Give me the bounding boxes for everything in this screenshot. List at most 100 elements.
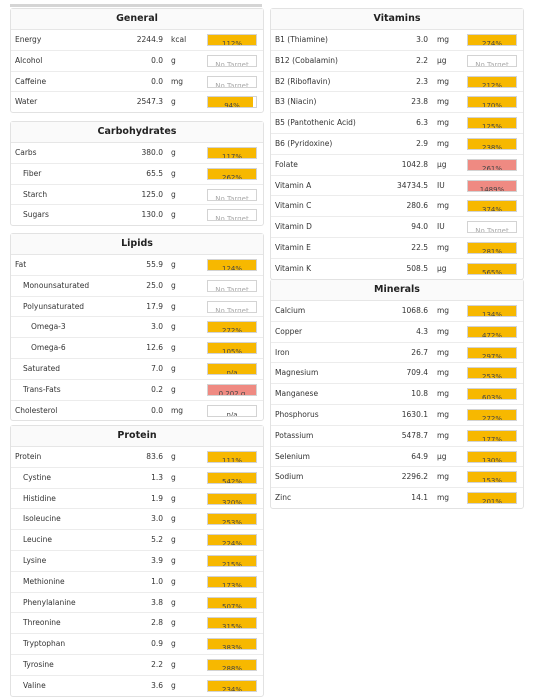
target-progress-fill [468,180,516,191]
target-progress-fill [468,97,516,108]
nutrient-name: Vitamin D [275,222,312,232]
nutrient-name: Omega-6 [31,343,66,353]
nutrient-row-potassium[interactable]: Potassium 5478.7 mg 177% [271,426,523,447]
target-progress-bar: No Target [207,188,257,201]
nutrient-row-fiber[interactable]: Fiber 65.5 g 262% [11,164,263,185]
target-percent-label: 0.202 g [218,389,246,396]
nutrient-row-fat[interactable]: Fat 55.9 g 124% [11,255,263,276]
nutrient-unit: mg [437,306,450,315]
nutrient-row-cholesterol[interactable]: Cholesterol 0.0 mg n/a [11,401,263,421]
nutrient-amount: 5.2 [151,535,163,545]
nutrient-row-polyunsaturated[interactable]: Polyunsaturated 17.9 g No Target [11,297,263,318]
nutrient-unit: g [171,680,176,690]
nutrient-row-vitamin-c[interactable]: Vitamin C 280.6 mg 374% [271,196,523,218]
nutrient-amount: 2.3 [416,76,428,86]
nutrient-row-threonine[interactable]: Threonine 2.8 g 315% [11,613,263,635]
nutrient-row-leucine[interactable]: Leucine 5.2 g 224% [11,530,263,551]
nutrient-row-iron[interactable]: Iron 26.7 mg 297% [271,343,523,364]
target-progress-fill [468,263,516,274]
nutrient-row-tryptophan[interactable]: Tryptophan 0.9 g 383% [11,634,263,655]
target-progress-bar: 507% [207,596,257,609]
target-progress-fill [468,326,516,337]
nutrient-unit: µg [437,159,447,169]
nutrient-row-trans-fats[interactable]: Trans-Fats 0.2 g 0.202 g [11,380,263,401]
target-progress-fill [208,639,256,650]
nutrient-unit: g [171,597,176,607]
target-progress-fill [468,118,516,129]
nutrient-row-vitamin-d[interactable]: Vitamin D 94.0 IU No Target [271,217,523,238]
nutrient-row-sugars[interactable]: Sugars 130.0 g No Target [11,205,263,225]
nutrient-row-folate[interactable]: Folate 1042.8 µg 261% [271,155,523,176]
nutrient-row-calcium[interactable]: Calcium 1068.6 mg 134% [271,301,523,322]
nutrient-row-methionine[interactable]: Methionine 1.0 g 173% [11,572,263,593]
nutrient-row-lysine[interactable]: Lysine 3.9 g 215% [11,551,263,572]
nutrient-row-omega-6[interactable]: Omega-6 12.6 g 105% [11,338,263,359]
nutrient-row-phenylalanine[interactable]: Phenylalanine 3.8 g 507% [11,593,263,614]
nutrient-amount: 3.8 [151,597,163,607]
nutrient-amount: 1.0 [151,576,163,586]
nutrient-row-saturated[interactable]: Saturated 7.0 g n/a [11,359,263,380]
target-progress-bar: 315% [207,617,257,630]
nutrient-row-monounsaturated[interactable]: Monounsaturated 25.0 g No Target [11,276,263,297]
nutrient-row-magnesium[interactable]: Magnesium 709.4 mg 253% [271,363,523,385]
nutrient-row-selenium[interactable]: Selenium 64.9 µg 130% [271,447,523,468]
nutrient-row-vitamin-a[interactable]: Vitamin A 34734.5 IU 1489% [271,176,523,197]
nutrient-row-energy[interactable]: Energy 2244.9 kcal 112% [11,30,263,51]
nutrient-row-zinc[interactable]: Zinc 14.1 mg 201% [271,488,523,508]
nutrient-row-sodium[interactable]: Sodium 2296.2 mg 153% [271,467,523,489]
nutrient-name: Methionine [23,576,65,586]
nutrient-row-alcohol[interactable]: Alcohol 0.0 g No Target [11,51,263,72]
nutrient-unit: g [171,659,176,669]
target-progress-bar: No Target [467,54,517,67]
nutrient-amount: 2.9 [416,138,428,148]
nutrient-unit: g [171,363,176,373]
nutrient-amount: 709.4 [406,368,428,378]
target-percent-label: 603% [481,394,502,401]
nutrient-row-isoleucine[interactable]: Isoleucine 3.0 g 253% [11,509,263,531]
nutrient-name: Monounsaturated [23,280,90,290]
target-progress-bar: 320% [207,492,257,505]
target-progress-bar: 253% [467,367,517,380]
nutrient-unit: mg [171,405,184,415]
nutrient-name: Protein [15,452,42,461]
nutrient-row-phosphorus[interactable]: Phosphorus 1630.1 mg 272% [271,405,523,426]
nutrient-row-vitamin-e[interactable]: Vitamin E 22.5 mg 281% [271,238,523,259]
nutrient-row-copper[interactable]: Copper 4.3 mg 472% [271,322,523,343]
nutrient-name: Trans-Fats [23,384,61,394]
target-progress-fill [208,452,256,462]
target-percent-label: n/a [226,368,238,375]
nutrient-amount: 1630.1 [401,409,428,419]
nutrient-row-tyrosine[interactable]: Tyrosine 2.2 g 288% [11,655,263,676]
nutrient-row-b1-thiamine[interactable]: B1 (Thiamine) 3.0 mg 274% [271,30,523,51]
target-progress-fill [208,35,256,45]
nutrient-row-b2-riboflavin[interactable]: B2 (Riboflavin) 2.3 mg 212% [271,72,523,93]
nutrient-row-b12-cobalamin[interactable]: B12 (Cobalamin) 2.2 µg No Target [271,51,523,72]
nutrient-unit: µg [437,451,447,461]
target-progress-fill [208,493,256,504]
nutrient-unit: g [171,210,176,220]
nutrient-name: Vitamin E [275,242,311,252]
nutrient-row-carbs[interactable]: Carbs 380.0 g 117% [11,143,263,164]
nutrient-row-valine[interactable]: Valine 3.6 g 234% [11,676,263,696]
nutrient-row-omega-3[interactable]: Omega-3 3.0 g 272% [11,317,263,339]
target-progress-bar: 262% [207,167,257,180]
nutrient-row-b6-pyridoxine[interactable]: B6 (Pyridoxine) 2.9 mg 238% [271,134,523,155]
nutrient-name: Carbs [15,148,37,157]
target-percent-label: 288% [221,664,242,671]
nutrient-row-vitamin-k[interactable]: Vitamin K 508.5 µg 565% [271,259,523,279]
nutrient-row-caffeine[interactable]: Caffeine 0.0 mg No Target [11,72,263,93]
nutrient-unit: g [171,555,176,565]
nutrient-row-cystine[interactable]: Cystine 1.3 g 542% [11,468,263,489]
nutrient-name: B2 (Riboflavin) [275,76,331,86]
nutrient-row-protein[interactable]: Protein 83.6 g 111% [11,447,263,468]
nutrient-row-histidine[interactable]: Histidine 1.9 g 320% [11,489,263,510]
nutrient-row-starch[interactable]: Starch 125.0 g No Target [11,185,263,206]
nutrient-amount: 3.0 [416,35,428,44]
target-percent-label: No Target [215,285,249,292]
nutrient-unit: mg [437,430,450,440]
nutrient-row-b5-pantothenic-acid[interactable]: B5 (Pantothenic Acid) 6.3 mg 125% [271,113,523,134]
nutrient-row-b3-niacin[interactable]: B3 (Niacin) 23.8 mg 170% [271,92,523,114]
target-progress-fill [468,76,516,87]
nutrient-row-manganese[interactable]: Manganese 10.8 mg 603% [271,384,523,405]
nutrient-row-water[interactable]: Water 2547.3 g 94% [11,92,263,112]
